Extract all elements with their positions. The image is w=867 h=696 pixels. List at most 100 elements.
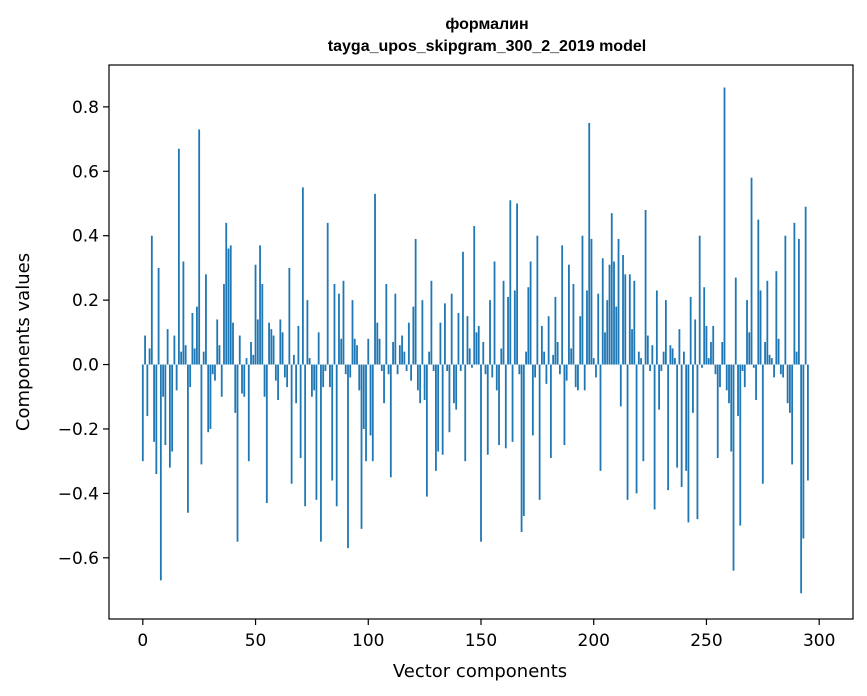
bar	[398, 345, 401, 365]
bar	[311, 364, 313, 397]
bar	[308, 358, 311, 365]
bar	[471, 364, 473, 368]
y-tick-label: −0.4	[58, 484, 99, 504]
bar	[464, 364, 467, 462]
bar	[552, 354, 555, 365]
bar	[344, 364, 347, 375]
bar	[655, 290, 658, 365]
bar	[642, 364, 645, 462]
bar	[527, 287, 530, 365]
bar	[313, 364, 316, 391]
bar	[615, 306, 618, 365]
bar	[761, 364, 764, 484]
bar	[159, 364, 162, 581]
bar	[664, 300, 667, 365]
bar	[317, 332, 320, 365]
bar	[637, 351, 640, 365]
bar	[283, 364, 286, 378]
bar	[689, 296, 692, 365]
bar	[292, 354, 295, 365]
bar	[671, 348, 674, 365]
bar	[549, 364, 552, 458]
bar	[412, 306, 415, 365]
bar	[698, 235, 701, 365]
bar	[338, 293, 340, 365]
bar	[389, 364, 392, 478]
bar	[200, 364, 203, 465]
plot-frame	[108, 64, 854, 620]
bar	[795, 351, 798, 365]
bar	[649, 364, 651, 371]
bar	[281, 332, 284, 365]
bar	[793, 222, 796, 365]
bar	[509, 200, 512, 365]
bar	[351, 300, 354, 365]
bar	[403, 351, 406, 365]
bar	[757, 219, 760, 365]
bar	[714, 364, 717, 375]
bar	[752, 364, 755, 368]
bar	[694, 319, 697, 365]
bar	[410, 364, 413, 381]
bar	[692, 364, 694, 413]
bar	[453, 364, 455, 404]
bar	[371, 364, 374, 462]
bar	[182, 261, 185, 365]
bar	[444, 303, 446, 365]
bar	[286, 364, 289, 388]
bar	[678, 329, 681, 365]
bar	[225, 222, 228, 365]
bar	[669, 345, 672, 365]
bar	[342, 280, 345, 365]
bar	[180, 351, 183, 365]
x-tick-label: 200	[578, 631, 610, 651]
bar	[597, 293, 600, 365]
bar	[705, 325, 708, 365]
bar	[495, 364, 498, 391]
bar	[148, 348, 151, 365]
bar	[407, 322, 410, 365]
bar	[493, 261, 496, 365]
bar	[739, 364, 742, 526]
bar	[538, 364, 541, 500]
bar	[254, 264, 257, 365]
bar	[227, 248, 230, 365]
bar	[651, 345, 654, 365]
bar	[360, 364, 363, 529]
bar	[277, 364, 279, 400]
bar	[324, 364, 327, 371]
bar	[520, 364, 523, 533]
bar	[534, 364, 537, 378]
bar	[604, 332, 606, 365]
bar	[250, 342, 252, 365]
bar	[525, 351, 527, 365]
bar	[486, 364, 489, 455]
bar	[800, 364, 803, 594]
bar	[459, 364, 462, 371]
bar	[599, 364, 602, 471]
bar	[779, 364, 782, 375]
bar	[687, 364, 690, 523]
bar	[635, 364, 638, 494]
bar	[766, 280, 769, 365]
bar	[728, 364, 730, 404]
y-tick-label: −0.6	[58, 549, 99, 569]
bar	[168, 364, 171, 468]
bar	[304, 364, 307, 507]
bar	[146, 364, 149, 417]
bar	[301, 187, 304, 365]
y-tick-label: 0.0	[72, 356, 99, 376]
bar	[574, 364, 577, 388]
bar	[500, 348, 503, 365]
bar	[802, 364, 805, 539]
bar	[586, 290, 588, 365]
bar	[633, 280, 636, 365]
bar	[764, 342, 766, 365]
bar	[450, 293, 453, 365]
bar	[712, 325, 715, 365]
bar	[565, 364, 568, 381]
bar	[732, 364, 735, 571]
bar	[595, 364, 597, 378]
bar	[804, 206, 807, 365]
bar	[173, 335, 176, 365]
